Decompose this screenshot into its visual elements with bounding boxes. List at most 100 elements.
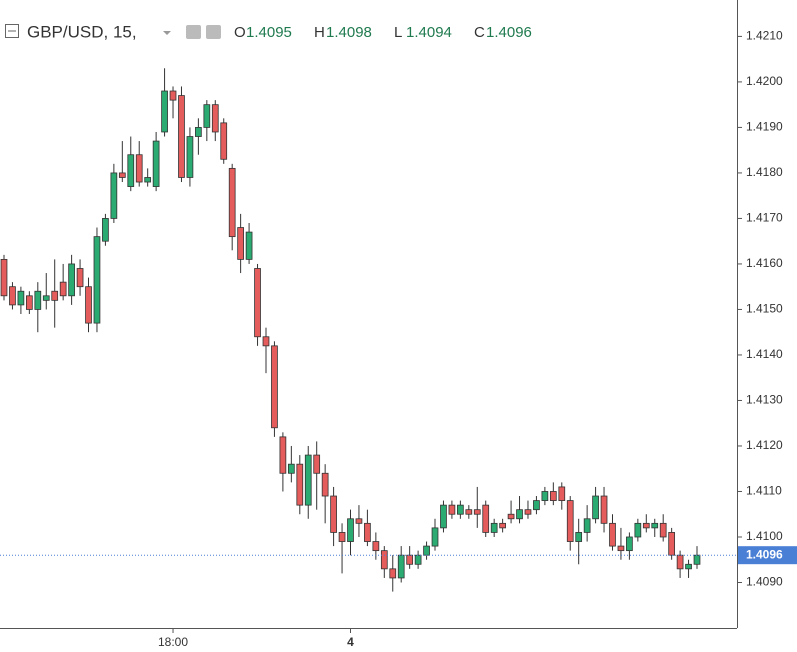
eye-icon[interactable] (186, 25, 201, 39)
ohlc-legend: O 1.4095 H 1.4098 L 1.4094 C 1.4096 (234, 24, 532, 41)
candle-body (457, 504, 464, 515)
ohlc-label: L (394, 24, 402, 41)
y-tick-label: 1.4150 (746, 302, 783, 316)
candle-body (127, 154, 135, 187)
candle-body (448, 504, 456, 515)
candle-body (423, 545, 430, 556)
settings-icon[interactable] (206, 25, 221, 39)
candle-body (355, 518, 363, 524)
candle-body (135, 154, 143, 183)
candle-body (642, 522, 650, 529)
candle-body (549, 491, 557, 501)
candle-body (482, 504, 490, 533)
x-tick-label: 4 (347, 635, 354, 649)
candle-body (279, 436, 287, 474)
y-tick-label: 1.4090 (746, 575, 783, 589)
y-tick-label: 1.4190 (746, 120, 783, 134)
candle-body (659, 522, 667, 538)
candle-body (9, 286, 16, 306)
symbol: GBP/USD, 15, (27, 22, 137, 41)
candle-body (634, 522, 642, 538)
candle-body (380, 550, 388, 570)
y-tick-label: 1.4200 (746, 74, 783, 88)
candle-body (271, 345, 278, 429)
ohlc-label: O (234, 24, 246, 41)
candle-body (161, 90, 168, 133)
candle-body (583, 518, 591, 533)
candle-body (203, 104, 211, 128)
candle-body (431, 527, 439, 547)
candle-body (347, 518, 354, 542)
candle-body (178, 95, 185, 178)
candle-body (465, 509, 473, 515)
candle-body (668, 532, 676, 556)
candle-body (262, 336, 270, 347)
candle-body (186, 136, 194, 178)
candle-body (245, 231, 253, 260)
candle-body (626, 536, 633, 552)
candle-body (144, 177, 152, 183)
candle-body (330, 495, 337, 533)
candle-body (321, 472, 329, 497)
candle-body (237, 227, 244, 260)
candle-body (600, 495, 608, 524)
candle-body (685, 563, 692, 570)
ohlc-label: C (474, 24, 485, 41)
candle-body (195, 127, 202, 137)
y-tick-label: 1.4110 (746, 484, 782, 498)
candle-body (507, 513, 515, 520)
candle-body (592, 495, 599, 520)
candle-body (211, 104, 219, 133)
candle-body (397, 554, 405, 579)
ohlc-value: 1.4095 (246, 24, 292, 41)
y-tick-label: 1.4100 (746, 529, 783, 543)
candle-body (541, 491, 549, 501)
candle-body (0, 258, 8, 297)
candle-body (389, 568, 397, 579)
candle-body (42, 295, 50, 301)
candle-body (110, 172, 118, 219)
candle-body (338, 532, 346, 542)
candle-body (490, 522, 498, 533)
candle-body (304, 454, 312, 506)
symbol-dropdown[interactable] (163, 31, 171, 35)
y-tick-label: 1.4140 (746, 347, 783, 361)
candle-body (169, 90, 177, 101)
candle-body (76, 268, 84, 288)
candle-body (220, 122, 228, 160)
candle-body (516, 509, 523, 520)
y-tick-label: 1.4180 (746, 165, 783, 179)
candle-body (93, 236, 101, 324)
candle-body (406, 554, 414, 565)
y-tick-label: 1.4160 (746, 256, 783, 270)
y-tick-label: 1.4170 (746, 211, 783, 225)
last-price-box (738, 546, 797, 565)
candle-body (228, 167, 236, 238)
y-tick-label: 1.4210 (746, 29, 783, 43)
ohlc-value: 1.4096 (486, 24, 532, 41)
ohlc-value: 1.4094 (406, 24, 452, 41)
candle-body (152, 140, 160, 187)
last-price-label: 1.4096 (746, 547, 783, 561)
y-tick-label: 1.4120 (746, 438, 783, 452)
x-tick-label: 18:00 (158, 635, 188, 649)
candle-body (118, 172, 126, 178)
candle-body (51, 290, 59, 301)
candle-body (102, 218, 109, 242)
candle-body (566, 500, 574, 542)
candle-body (609, 522, 616, 547)
candle-body (364, 522, 371, 542)
ohlc-label: H (314, 24, 325, 41)
candle-body (59, 281, 67, 297)
candle-body (296, 463, 304, 506)
candle-body (693, 554, 701, 565)
candle-body (254, 268, 261, 338)
candle-body (524, 509, 532, 515)
candle-body (651, 522, 659, 529)
y-tick-label: 1.4130 (746, 393, 783, 407)
candle-body (414, 554, 422, 565)
candle-body (558, 486, 566, 501)
